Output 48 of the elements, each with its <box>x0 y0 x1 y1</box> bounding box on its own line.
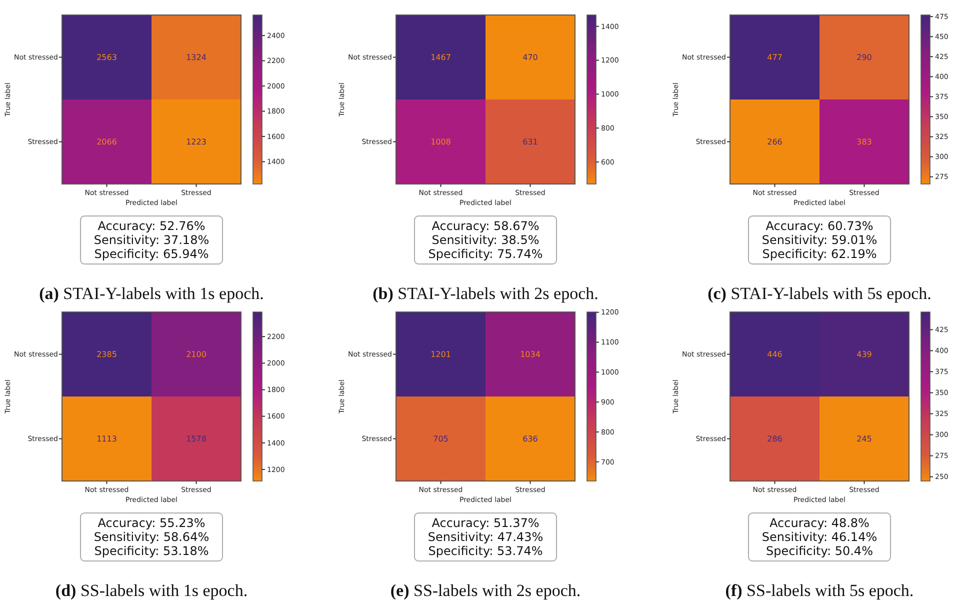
data-label: 2385 <box>96 350 117 360</box>
text: Accuracy: 48.8% <box>770 516 870 530</box>
data-label: 470 <box>522 53 538 62</box>
text: (c) STAI-Y-labels with 5s epoch. <box>708 284 932 303</box>
text: Sensitivity: 58.64% <box>94 530 210 544</box>
text: Accuracy: 52.76% <box>98 219 206 233</box>
data-label: 631 <box>522 138 538 147</box>
text: Specificity: 75.74% <box>428 247 543 261</box>
text: (e) SS-labels with 2s epoch. <box>390 581 581 600</box>
text: Sensitivity: 47.43% <box>428 530 544 544</box>
text: Specificity: 65.94% <box>94 247 209 261</box>
text: (a) STAI-Y-labels with 1s epoch. <box>39 284 264 303</box>
data-label: 245 <box>856 434 872 444</box>
text: Accuracy: 58.67% <box>432 219 540 233</box>
data-label: 2100 <box>186 350 206 360</box>
text: Sensitivity: 59.01% <box>762 233 878 247</box>
text: (d) SS-labels with 1s epoch. <box>55 581 248 600</box>
data-label: 1008 <box>430 138 451 147</box>
data-label: 1467 <box>430 53 451 62</box>
text: Specificity: 53.74% <box>428 544 543 558</box>
data-label: 286 <box>767 434 782 444</box>
data-label: 636 <box>522 434 538 444</box>
data-label: 1034 <box>520 350 540 360</box>
data-label: 446 <box>767 350 782 360</box>
data-label: 1324 <box>186 53 206 62</box>
data-label: 2066 <box>96 138 117 147</box>
data-label: 439 <box>856 350 872 360</box>
data-label: 1201 <box>430 350 451 360</box>
text: Sensitivity: 46.14% <box>762 530 878 544</box>
data-label: 1113 <box>96 434 117 444</box>
text: Accuracy: 60.73% <box>766 219 874 233</box>
data-label: 705 <box>433 434 448 444</box>
data-label: 1578 <box>186 434 206 444</box>
text: Sensitivity: 37.18% <box>94 233 210 247</box>
text: Accuracy: 51.37% <box>432 516 540 530</box>
data-label: 383 <box>856 138 872 147</box>
data-label: 266 <box>767 138 782 147</box>
data-label: 477 <box>767 53 782 62</box>
text: Specificity: 50.4% <box>766 544 873 558</box>
text: (f) SS-labels with 5s epoch. <box>725 581 914 600</box>
text: Accuracy: 55.23% <box>98 516 206 530</box>
data-label: 1223 <box>186 138 206 147</box>
text: Specificity: 53.18% <box>94 544 209 558</box>
data-label: 2563 <box>96 53 117 62</box>
data-label: 290 <box>856 53 872 62</box>
text: Sensitivity: 38.5% <box>432 233 540 247</box>
text: Specificity: 62.19% <box>762 247 877 261</box>
text: (b) STAI-Y-labels with 2s epoch. <box>372 284 598 303</box>
